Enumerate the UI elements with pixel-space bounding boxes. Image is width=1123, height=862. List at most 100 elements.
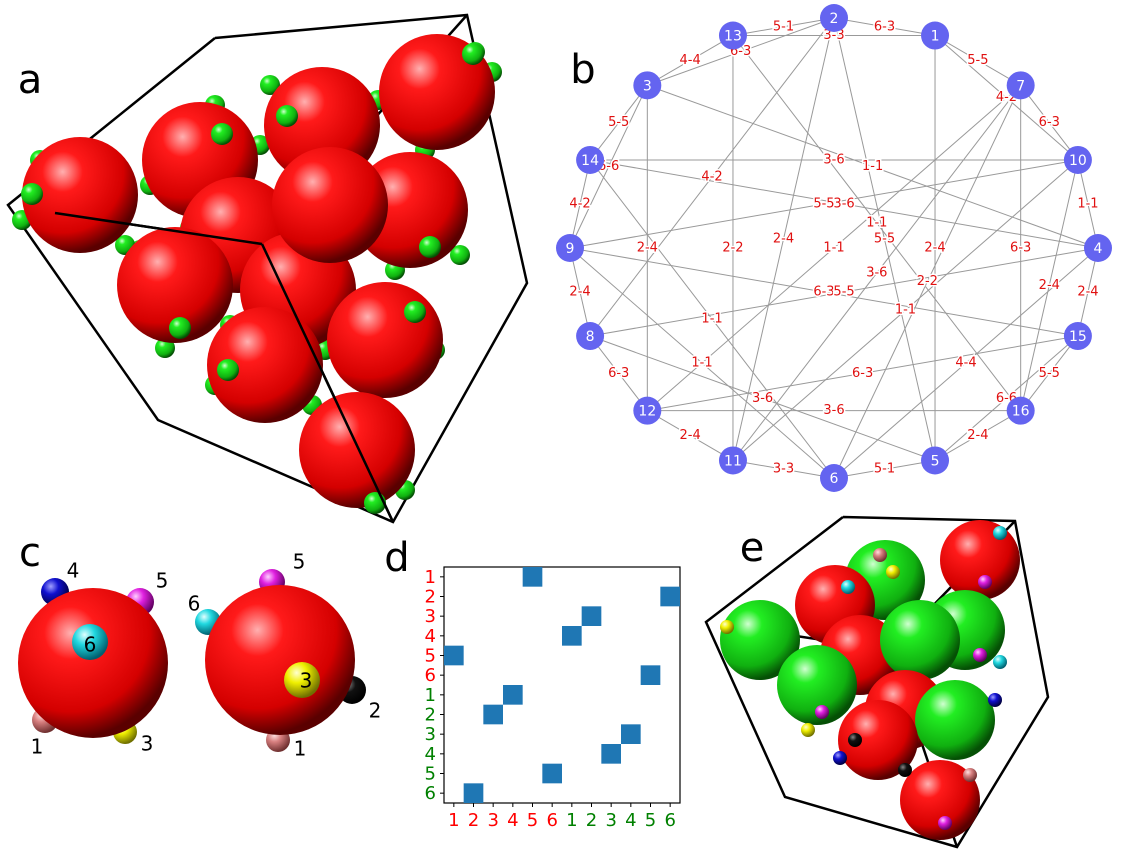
graph-edge xyxy=(589,85,648,161)
matrix-cell xyxy=(463,783,484,803)
row-label: 4 xyxy=(425,626,436,647)
edge-label: 3-6 xyxy=(823,152,844,167)
patch xyxy=(848,733,862,747)
edge-label: 2-4 xyxy=(1077,285,1098,300)
patch xyxy=(462,43,484,65)
node-label: 6 xyxy=(830,471,839,487)
edge-label: 2-2 xyxy=(917,274,938,289)
edge-label: 6-3 xyxy=(1010,241,1031,256)
particle xyxy=(720,600,800,680)
patch xyxy=(211,123,233,145)
patch xyxy=(833,751,847,765)
edge-label: 1-1 xyxy=(1077,196,1098,211)
patch xyxy=(276,105,298,127)
matrix-cell xyxy=(562,626,582,646)
patch-label: 3 xyxy=(141,732,154,756)
edge-label: 6-3 xyxy=(813,285,834,300)
patch xyxy=(720,620,734,634)
col-label: 6 xyxy=(546,810,557,831)
col-label: 2 xyxy=(586,810,597,831)
patch xyxy=(993,655,1007,669)
graph-node xyxy=(1006,396,1035,425)
matrix-cell xyxy=(640,665,661,685)
graph-edge xyxy=(647,84,1099,249)
patch-label: 3 xyxy=(300,669,313,693)
patch xyxy=(155,338,175,358)
col-label: 1 xyxy=(448,810,459,831)
node-label: 12 xyxy=(638,404,656,420)
row-label: 1 xyxy=(425,685,436,706)
node-label: 1 xyxy=(931,29,940,45)
graph-edge xyxy=(1077,247,1099,337)
node-label: 11 xyxy=(724,453,742,469)
edge-label: 2-4 xyxy=(967,428,988,443)
panel-letter: a xyxy=(18,57,43,103)
panel-c-render xyxy=(18,569,366,752)
patch xyxy=(404,301,426,323)
graph-node xyxy=(820,4,848,32)
cube-edge xyxy=(54,211,263,246)
patch xyxy=(169,317,191,339)
panel-letter: e xyxy=(740,525,765,571)
row-label: 3 xyxy=(425,724,436,745)
panel-letters: a b c d e xyxy=(18,47,765,581)
particle xyxy=(272,147,388,263)
node-label: 3 xyxy=(643,78,652,94)
col-label: 3 xyxy=(487,810,498,831)
row-label: 5 xyxy=(425,646,436,667)
edge-label: 3-6 xyxy=(833,196,854,211)
graph-edge xyxy=(589,17,835,337)
panel-e-render xyxy=(704,515,1050,849)
edge-label: 4-2 xyxy=(701,170,722,185)
graph-node xyxy=(921,446,950,475)
edge-label: 1-1 xyxy=(823,241,844,256)
particle xyxy=(327,282,443,398)
row-label: 3 xyxy=(425,606,436,627)
edge-label: 5-5 xyxy=(1039,366,1060,381)
edge-label: 5-5 xyxy=(874,232,895,247)
edge-label: 5-1 xyxy=(874,462,895,477)
edge-label: 1-1 xyxy=(862,159,883,174)
graph-node xyxy=(718,446,747,475)
node-label: 15 xyxy=(1069,329,1087,345)
patch xyxy=(993,526,1007,540)
matrix-cell xyxy=(503,685,523,705)
graph-edge xyxy=(833,17,936,37)
patch xyxy=(988,693,1002,707)
cube-edge xyxy=(260,243,395,523)
particle xyxy=(205,585,355,735)
node-label: 9 xyxy=(566,241,575,257)
particle xyxy=(22,137,138,253)
patch xyxy=(898,763,912,777)
graph-edge xyxy=(569,159,591,249)
patch xyxy=(978,575,992,589)
patch-label: 4 xyxy=(67,559,80,583)
patch xyxy=(21,183,43,205)
col-label: 4 xyxy=(507,810,518,831)
edge-label: 3-6 xyxy=(866,265,887,280)
edge-label: 3-6 xyxy=(752,391,773,406)
panel-letter: d xyxy=(384,535,409,581)
patch-label: 5 xyxy=(293,550,306,574)
graph-edge xyxy=(833,85,1022,479)
graph-edge xyxy=(1020,159,1079,411)
patch xyxy=(72,624,108,660)
particle xyxy=(940,520,1020,600)
graph-edge xyxy=(646,84,1022,412)
matrix-cell xyxy=(483,704,503,725)
edge-label: 1-1 xyxy=(895,303,916,318)
panel-a-render xyxy=(6,13,529,524)
graph-edge xyxy=(833,459,936,479)
graph-node xyxy=(1063,145,1092,174)
graph-edge xyxy=(569,247,591,337)
row-label: 2 xyxy=(425,705,436,726)
particle xyxy=(880,600,960,680)
row-label: 2 xyxy=(425,587,436,608)
particle xyxy=(838,700,918,780)
graph-edge xyxy=(589,335,648,411)
col-label: 4 xyxy=(625,810,636,831)
edge-label: 3-6 xyxy=(823,403,844,418)
node-label: 5 xyxy=(931,453,940,469)
edge-label: 2-4 xyxy=(680,428,701,443)
